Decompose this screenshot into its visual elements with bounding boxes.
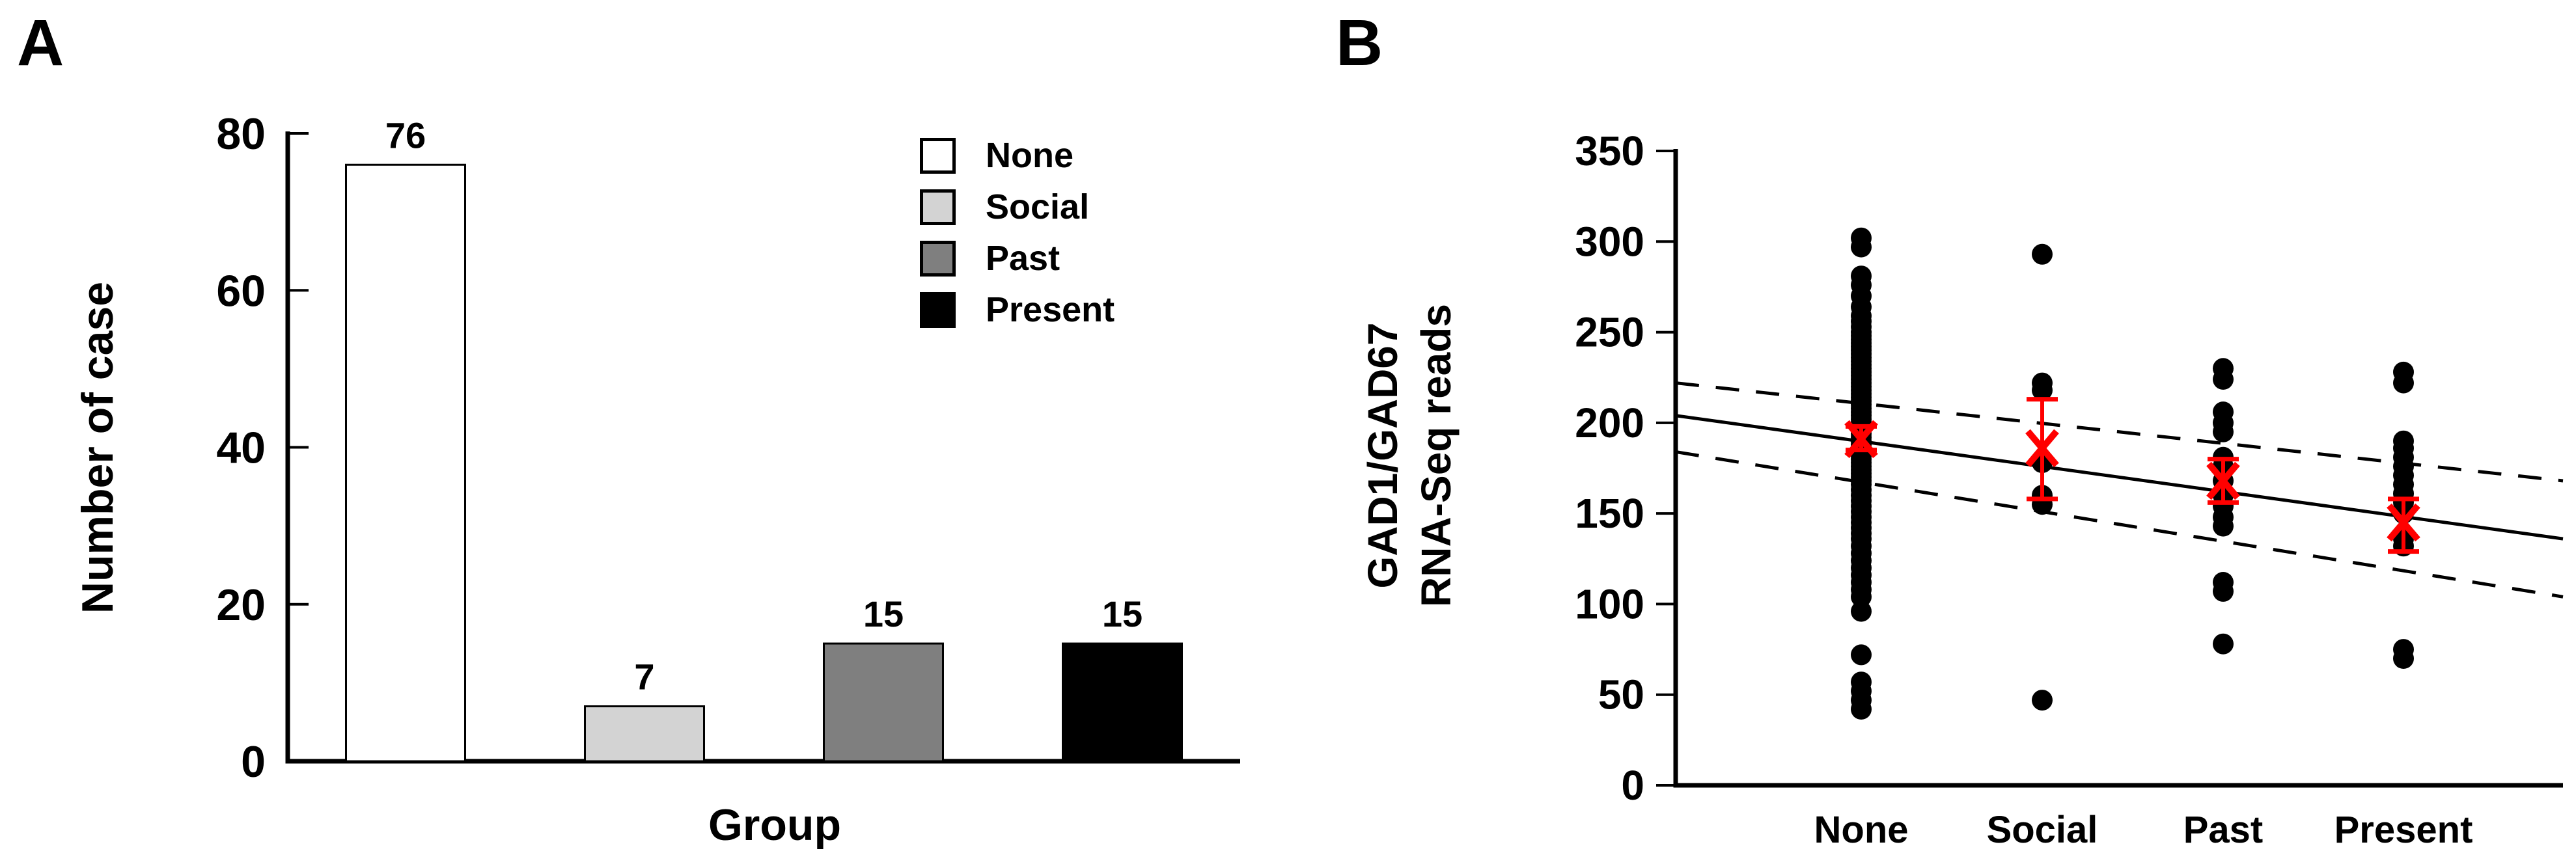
bar-social (584, 705, 705, 763)
panel-b-y-tick-label: 200 (1575, 399, 1644, 446)
panel-a-y-tick-label: 80 (216, 109, 266, 159)
bar-present (1062, 642, 1183, 763)
scatter-point (2032, 243, 2053, 265)
bar-value-label: 15 (1102, 593, 1143, 634)
legend-swatch-past (920, 241, 956, 277)
confidence-band-lower-dashed-line (1675, 450, 2564, 599)
panel-a-y-tick-label: 60 (216, 266, 266, 316)
scatter-point (1851, 236, 1872, 258)
mean-x-stroke2 (2206, 461, 2240, 500)
panel-a-y-tick-label: 20 (216, 580, 266, 630)
panel-b-x-tick-label: Past (2183, 809, 2264, 851)
bar-value-label: 7 (634, 656, 654, 697)
legend-label-social: Social (986, 187, 1090, 226)
scatter-point (1851, 601, 1872, 622)
legend-swatch-none (920, 138, 956, 174)
scatter-point (1851, 699, 1872, 720)
legend-label-none: None (986, 136, 1073, 175)
panel-a-x-axis-label: Group (708, 800, 841, 850)
scatter-point (2213, 421, 2234, 442)
panel-b-y-tick-label: 150 (1575, 490, 1644, 537)
scatter-point (1851, 644, 1872, 666)
panel-b-y-tick-label: 250 (1575, 309, 1644, 356)
scatter-point (2213, 633, 2234, 655)
bar-value-label: 15 (863, 593, 904, 634)
panel-b-y-tick-label: 300 (1575, 218, 1644, 265)
scatter-point (2393, 372, 2414, 394)
scatter-point (2393, 648, 2414, 669)
panel-a-y-tick-label: 0 (241, 737, 266, 787)
scatter-point (2032, 379, 2053, 401)
mean-marker-past (2206, 457, 2240, 505)
confidence-band-upper-dashed-line (1675, 381, 2564, 483)
legend-row-past: Past (920, 241, 1115, 277)
legend-swatch-social (920, 189, 956, 225)
panel-a-bar-chart: 0 20 40 60 80 76 7 15 15 (216, 109, 1240, 787)
bar-value-label: 76 (385, 115, 426, 156)
scatter-column-none (1851, 227, 1872, 720)
bar-none (345, 163, 466, 763)
mean-x-stroke2 (1844, 420, 1878, 459)
panel-b-x-tick-label: Social (1987, 809, 2098, 851)
bar-past (823, 642, 944, 763)
legend-row-none: None (920, 138, 1115, 174)
panel-b-x-tick-label: None (1814, 809, 1909, 851)
mean-marker-none (1844, 420, 1878, 459)
legend-row-present: Present (920, 292, 1115, 328)
scatter-point (2213, 369, 2234, 390)
panel-a-letter: A (17, 7, 64, 79)
legend-swatch-present (920, 292, 956, 328)
legend-label-past: Past (986, 239, 1060, 278)
scatter-column-past (2213, 358, 2234, 655)
scatter-point (2213, 515, 2234, 537)
panel-b-y-tick-label: 0 (1621, 762, 1644, 809)
scatter-point (2032, 690, 2053, 711)
scatter-point (2213, 580, 2234, 602)
panel-b-y-tick-label: 50 (1598, 671, 1644, 718)
regression-solid-line (1675, 414, 2564, 541)
legend-row-social: Social (920, 189, 1115, 225)
panel-b-letter: B (1336, 7, 1383, 79)
mean-x-stroke2 (2025, 429, 2059, 468)
panel-a-y-tick-label: 40 (216, 424, 266, 473)
mean-marker-present (2387, 496, 2420, 554)
panel-b-y-tick-label: 100 (1575, 580, 1644, 627)
panel-b-y-tick-label: 350 (1575, 128, 1644, 174)
panel-b-scatter-chart: 0 50 100 150 200 250 300 350 None Social Past Prese… (1575, 128, 2564, 851)
panel-a-legend: None Social Past Present (920, 138, 1115, 328)
panel-b-x-tick-label: Present (2334, 809, 2473, 851)
mean-x-stroke2 (2387, 503, 2420, 542)
scatter-point (1851, 586, 1872, 608)
panel-b-axes (1673, 149, 2563, 788)
mean-marker-social (2025, 397, 2059, 502)
legend-label-present: Present (986, 290, 1115, 329)
